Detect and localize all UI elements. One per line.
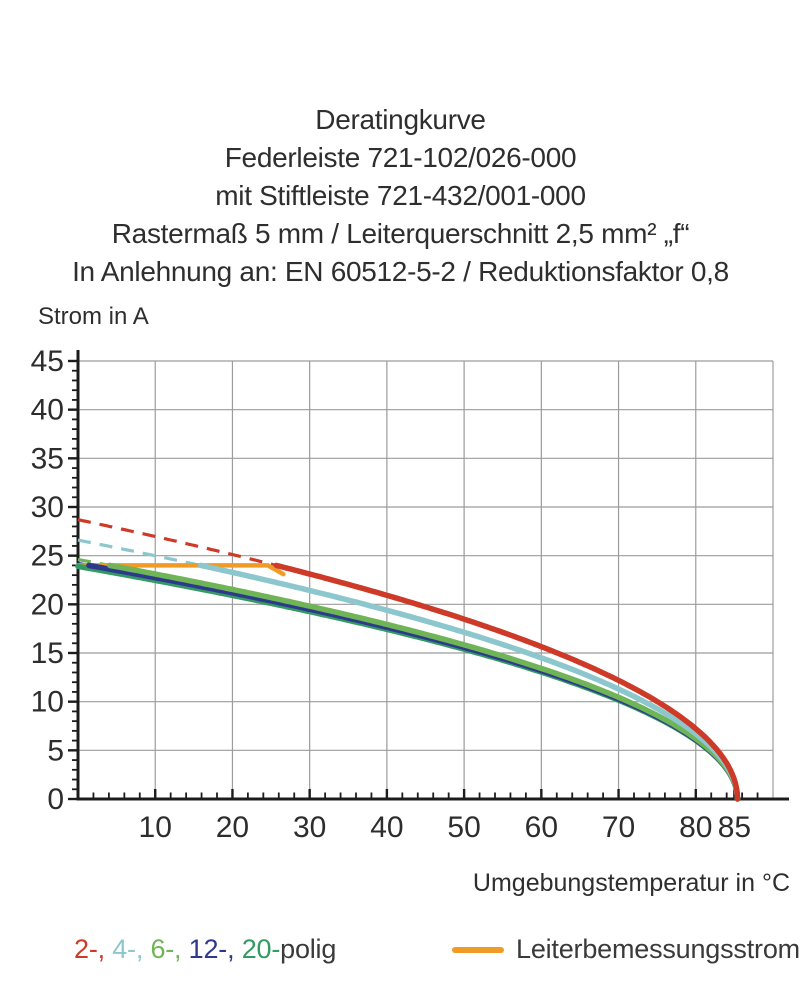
curve-solid-2-polig: [273, 562, 741, 802]
legend-pole-counts: 2-, 4-, 6-, 12-, 20-polig: [74, 934, 336, 965]
y-tick-label: 15: [31, 637, 64, 670]
y-tick-label: 45: [31, 345, 64, 378]
legend-pole-part: 4-,: [112, 934, 151, 964]
title-line-1: Deratingkurve: [315, 104, 486, 135]
curve-dashed-2-polig: [77, 518, 277, 567]
x-tick-label: 20: [216, 811, 249, 844]
x-axis-title: Umgebungstemperatur in °C: [472, 869, 790, 897]
legend-pole-part: 12-,: [188, 934, 242, 964]
x-tick-label: 60: [525, 811, 558, 844]
y-tick-label: 25: [31, 540, 64, 573]
x-tick-label: 70: [602, 811, 635, 844]
x-tick-label: 80: [679, 811, 712, 844]
legend-pole-part: polig: [280, 934, 337, 964]
rated-current-line: [75, 563, 286, 577]
x-tick-label: 40: [370, 811, 403, 844]
y-tick-label: 0: [47, 783, 64, 816]
y-axis-title: Strom in A: [38, 303, 149, 330]
rated-current-label: Leiterbemessungsstrom: [516, 934, 800, 964]
x-tick-label: 85: [718, 811, 751, 844]
curve-solid-6-polig: [107, 562, 741, 802]
title-line-5: In Anlehnung an: EN 60512-5-2 / Reduktio…: [72, 256, 729, 287]
y-tick-label: 10: [31, 686, 64, 719]
y-tick-label: 5: [47, 734, 64, 767]
title-line-2: Federleiste 721-102/026-000: [224, 142, 577, 173]
y-tick-label: 35: [31, 442, 64, 475]
y-tick-label: 40: [31, 394, 64, 427]
x-tick-label: 10: [139, 811, 172, 844]
title-line-4: Rastermaß 5 mm / Leiterquerschnitt 2,5 m…: [111, 218, 690, 249]
y-tick-label: 30: [31, 491, 64, 524]
title-line-3: mit Stiftleiste 721-432/001-000: [215, 180, 586, 211]
legend-pole-part: 6-,: [150, 934, 189, 964]
x-tick-label: 50: [447, 811, 480, 844]
x-tick-label: 30: [293, 811, 326, 844]
legend-rated-current: Leiterbemessungsstrom: [452, 934, 800, 965]
curve-dashed-4-polig: [77, 538, 201, 567]
legend-pole-part: 2-,: [74, 934, 113, 964]
y-tick-label: 20: [31, 588, 64, 621]
legend-pole-part: 20-: [241, 934, 281, 964]
chart-title-block: Deratingkurve Federleiste 721-102/026-00…: [0, 101, 801, 291]
rated-current-line-swatch: [452, 946, 504, 953]
